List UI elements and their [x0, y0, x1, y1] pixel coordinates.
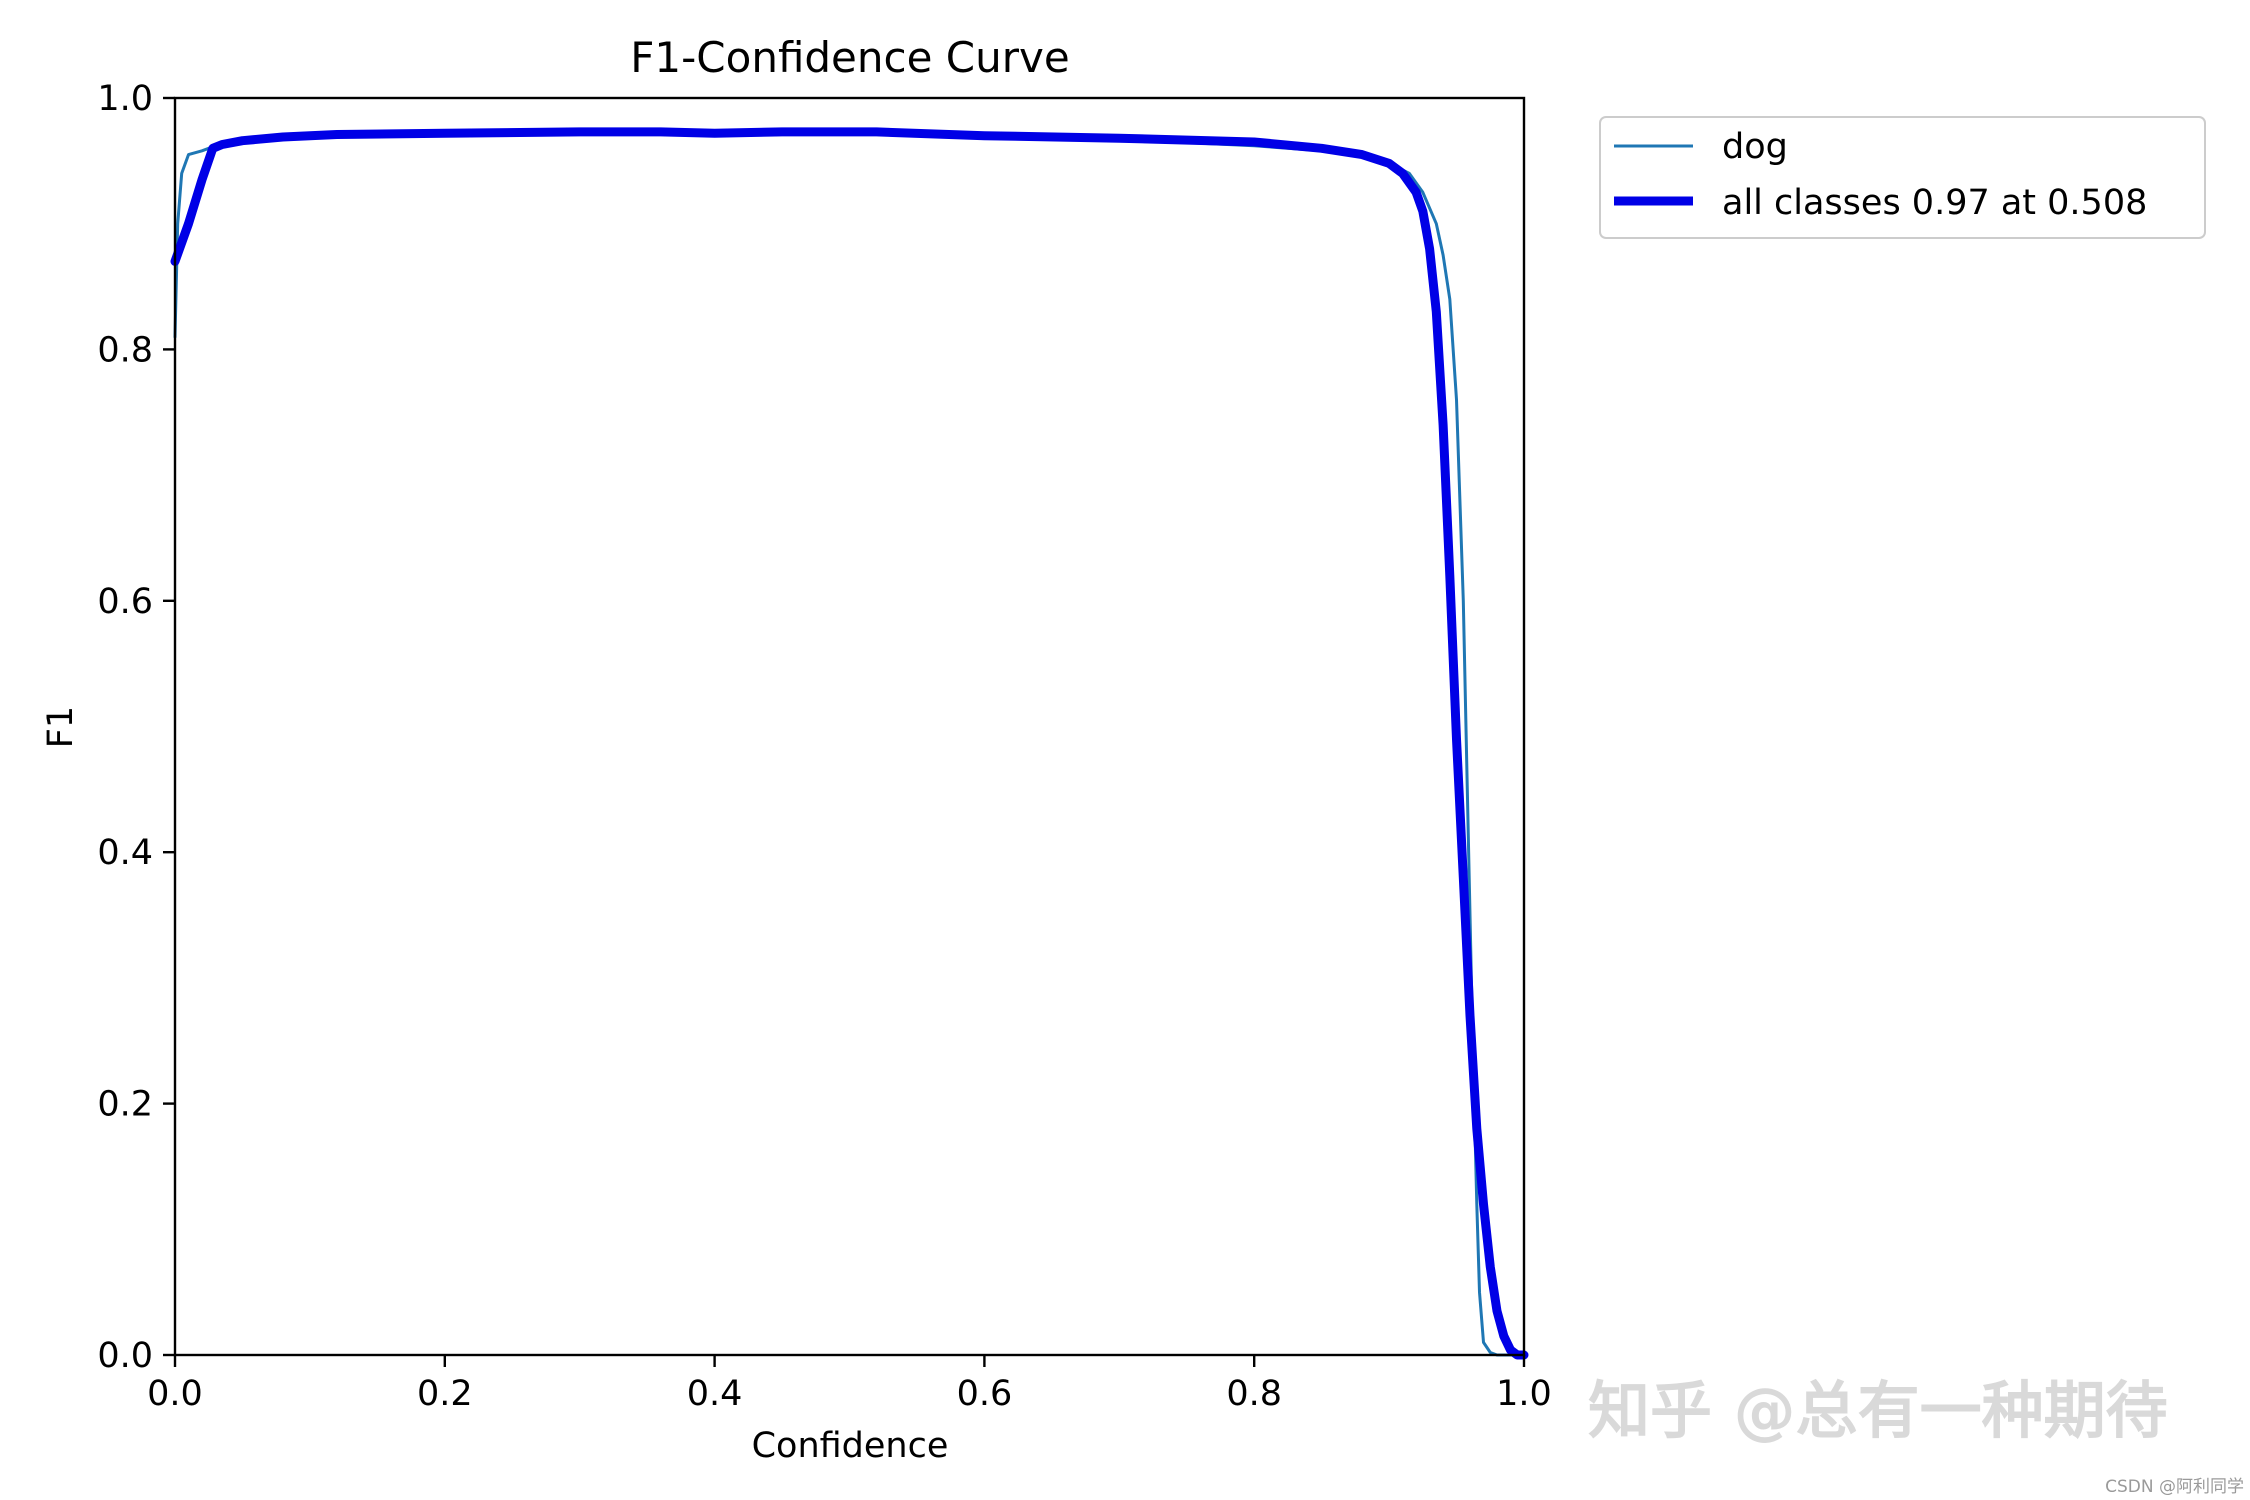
- y-tick-label: 0.0: [97, 1336, 153, 1376]
- x-tick-label: 0.6: [957, 1374, 1013, 1414]
- legend: dog all classes 0.97 at 0.508: [1599, 116, 2206, 239]
- y-tick-label: 1.0: [97, 79, 153, 119]
- x-tick-label: 0.8: [1226, 1374, 1282, 1414]
- plot-area: [170, 127, 1529, 1360]
- y-tick-label: 0.4: [97, 833, 153, 873]
- x-tick-label: 1.0: [1496, 1374, 1552, 1414]
- series-line-all-classes-0-97-at-0-508: [170, 127, 1529, 1360]
- x-tick-label: 0.2: [417, 1374, 473, 1414]
- watermark-text: 知乎 @总有一种期待: [1588, 1374, 2168, 1447]
- y-tick-label: 0.2: [97, 1085, 153, 1125]
- chart-title: F1-Confidence Curve: [630, 33, 1069, 82]
- y-tick-label: 0.6: [97, 582, 153, 622]
- x-tick-label: 0.0: [147, 1374, 203, 1414]
- x-tick-label: 0.4: [687, 1374, 743, 1414]
- legend-label-all-classes: all classes 0.97 at 0.508: [1722, 183, 2147, 223]
- legend-box: [1599, 116, 2206, 239]
- x-axis-label: Confidence: [752, 1426, 949, 1466]
- y-tick-label: 0.8: [97, 330, 153, 370]
- legend-label-dog: dog: [1722, 127, 1788, 167]
- watermark-source: CSDN @阿利同学: [2105, 1477, 2244, 1497]
- axes-frame: [173, 96, 1526, 1357]
- axis-ticks: 0.0 0.2 0.4 0.6 0.8 1.0 0.0 0.2 0.4 0.6 0.8 1.0: [97, 79, 1552, 1414]
- y-axis-label: F1: [41, 706, 81, 748]
